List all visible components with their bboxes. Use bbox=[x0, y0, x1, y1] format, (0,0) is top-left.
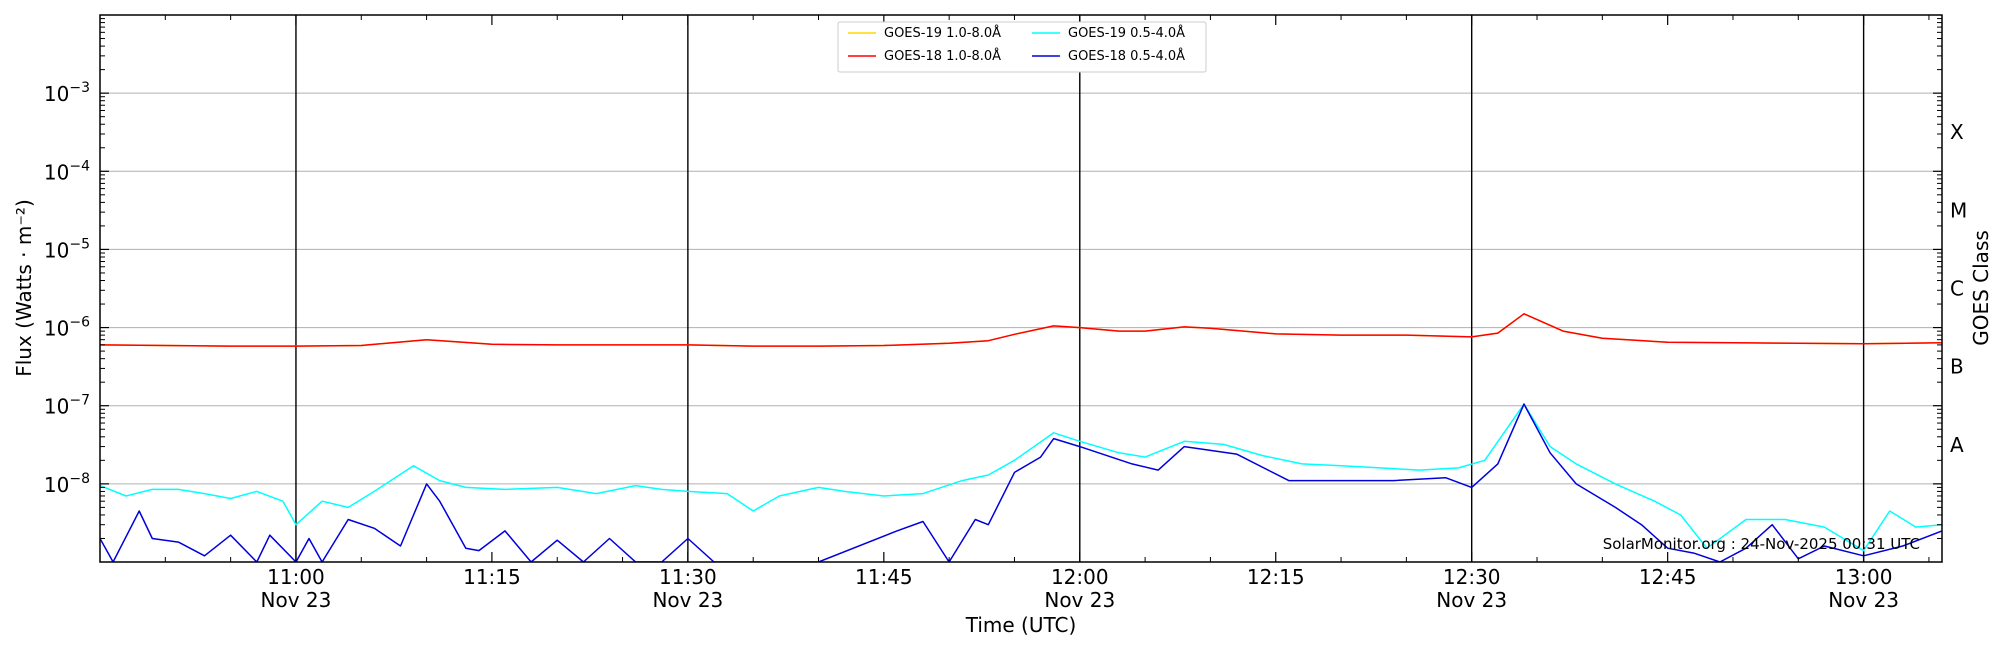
y-tick-label: 10−6 bbox=[44, 315, 90, 341]
series-line-3 bbox=[100, 403, 1942, 552]
y-axis-ticks: 10−8 10−7 10−6 10−5 10−4 10−3 bbox=[44, 18, 1942, 539]
x-tick-date-label: Nov 23 bbox=[261, 588, 332, 612]
x-tick-label: 12:30 bbox=[1443, 565, 1501, 589]
y-tick-label: 10−5 bbox=[44, 236, 90, 262]
plot-area bbox=[100, 15, 1942, 562]
goes-class-label: C bbox=[1950, 277, 1964, 301]
x-tick-label: 12:15 bbox=[1247, 565, 1305, 589]
legend-entries: GOES-19 1.0-8.0Å GOES-18 1.0-8.0Å GOES-19 … bbox=[848, 25, 1185, 64]
x-tick-date-label: Nov 23 bbox=[1828, 588, 1899, 612]
legend: GOES-19 1.0-8.0Å GOES-18 1.0-8.0Å GOES-19 … bbox=[837, 21, 1207, 73]
series-line-2 bbox=[100, 313, 1942, 347]
credit-text: SolarMonitor.org : 24-Nov-2025 00:31 UTC bbox=[1603, 535, 1920, 553]
x-tick-label: 11:45 bbox=[855, 565, 913, 589]
grid-lines bbox=[100, 92, 1942, 485]
legend-label: GOES-18 0.5-4.0Å bbox=[1068, 48, 1185, 64]
x-axis-title: Time (UTC) bbox=[965, 613, 1077, 637]
legend-label: GOES-18 1.0-8.0Å bbox=[884, 48, 1001, 64]
goes-class-label: B bbox=[1950, 355, 1964, 379]
goes-class-label: X bbox=[1950, 120, 1964, 144]
series-line-4 bbox=[100, 403, 1942, 562]
goes-class-label: A bbox=[1950, 433, 1964, 457]
x-tick-date-label: Nov 23 bbox=[1436, 588, 1507, 612]
x-tick-date-label: Nov 23 bbox=[652, 588, 723, 612]
legend-box bbox=[837, 21, 1207, 73]
y-tick-label: 10−7 bbox=[44, 393, 90, 419]
x-tick-label: 12:45 bbox=[1639, 565, 1697, 589]
legend-label: GOES-19 0.5-4.0Å bbox=[1068, 25, 1185, 41]
x-tick-label: 11:15 bbox=[463, 565, 521, 589]
plot-frame bbox=[99, 14, 1943, 563]
y-tick-label: 10−3 bbox=[44, 80, 90, 106]
y-tick-label: 10−4 bbox=[44, 158, 90, 184]
x-tick-label: 12:00 bbox=[1051, 565, 1109, 589]
goes-class-label: M bbox=[1950, 198, 1967, 222]
goes-class-labels: A B C M X bbox=[1950, 120, 1967, 457]
y-axis-title: Flux (Watts · m⁻²) bbox=[12, 199, 36, 377]
day-marker-lines bbox=[295, 15, 1865, 562]
y-tick-label: 10−8 bbox=[44, 471, 90, 497]
x-tick-date-label: Nov 23 bbox=[1044, 588, 1115, 612]
x-tick-label: 13:00 bbox=[1835, 565, 1893, 589]
x-tick-label: 11:30 bbox=[659, 565, 717, 589]
right-axis-title: GOES Class bbox=[1969, 230, 1993, 346]
x-tick-label: 11:00 bbox=[267, 565, 325, 589]
legend-label: GOES-19 1.0-8.0Å bbox=[884, 25, 1001, 41]
series-lines bbox=[100, 313, 1942, 562]
